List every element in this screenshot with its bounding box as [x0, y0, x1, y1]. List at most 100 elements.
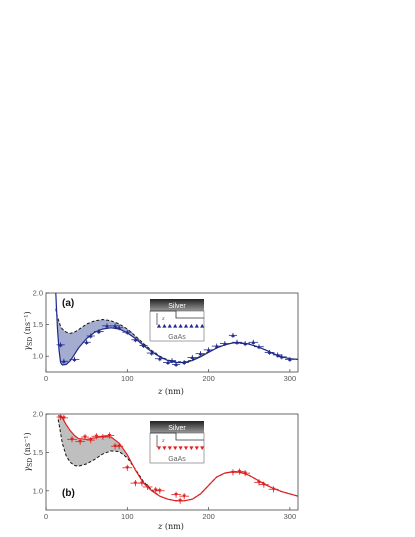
panel-a-marker	[166, 360, 170, 365]
panel-b-marker	[78, 440, 83, 444]
panel-b-xtick-label: 300	[284, 512, 297, 521]
inset-b-bottom-label: GaAs	[168, 456, 186, 463]
panel-b-marker	[101, 435, 105, 439]
panel-b-ylabel: γSD (ns⁻¹)	[23, 432, 34, 471]
panel-a-marker	[72, 357, 77, 361]
panel-a-data-point	[139, 342, 148, 348]
panel-b-inset-marker	[200, 446, 205, 451]
panel-b-marker	[61, 416, 66, 420]
panel-a-label: (a)	[62, 298, 74, 309]
panel-a-marker	[190, 355, 195, 359]
panel-b-data-point	[240, 470, 251, 477]
panel-b-data-point	[234, 468, 245, 475]
panel-a-marker	[61, 359, 66, 363]
panel-b-marker	[257, 480, 261, 485]
panel-b-inset-marker	[189, 446, 194, 451]
panel-a-inset: z Silver GaAs	[149, 299, 205, 342]
panel-b-xlabel: z (nm)	[157, 522, 184, 531]
panel-a-ytick-label: 1.5	[33, 320, 43, 329]
panel-a-marker	[84, 340, 89, 344]
inset-a-step	[150, 310, 204, 319]
panel-a-axes-frame	[45, 292, 299, 373]
inset-b-silver-layer	[150, 421, 204, 433]
panel-b-data-point	[86, 437, 95, 444]
panel-b-marker	[58, 415, 63, 419]
panel-b-ytick-label: 2.0	[33, 410, 43, 419]
panel-b-data-point	[176, 497, 185, 504]
panel-a-xtick-label: 100	[121, 374, 134, 383]
panel-a-marker	[257, 344, 261, 349]
panel-b-marker	[83, 435, 87, 439]
panel-b-data-point	[67, 436, 77, 443]
panel-b-marker	[157, 489, 162, 493]
panel-b-data-point	[137, 480, 146, 487]
panel-b-marker	[133, 481, 138, 486]
panel-a-marker	[141, 343, 146, 347]
panel-a-xtick-label: 0	[44, 374, 48, 383]
panel-a-marker	[105, 323, 109, 328]
panel-b-marker	[237, 470, 242, 474]
panel-b-ytick-label: 1.0	[33, 486, 43, 495]
inset-b-top-label: Silver	[168, 425, 186, 432]
panel-b-data-point	[154, 487, 165, 494]
panel-a-ytick-label: 1.0	[33, 352, 43, 361]
panel-b-data-point	[171, 491, 181, 498]
panel-a-inset-marker	[194, 323, 199, 328]
panel-b-data-point	[75, 438, 86, 445]
panel-b-inset-marker	[173, 446, 178, 451]
panel-b-data-point	[268, 486, 279, 493]
panel-a-marker	[243, 341, 248, 346]
panel-a-inset-marker	[200, 323, 205, 328]
inset-b-z-label: z	[161, 438, 165, 444]
panel-a: 0 100 200 300 1.0 1.5 2.0 (a) γSD (ns⁻¹) z (nm…	[23, 289, 299, 396]
panel-b-marker	[145, 485, 150, 489]
panel-a-marker	[235, 340, 239, 344]
panel-a-marker	[198, 351, 203, 356]
panel-b-marker	[70, 437, 74, 442]
panel-a-ylabel-symbol: γ	[23, 346, 32, 351]
panel-b-inset-marker	[167, 446, 172, 451]
panel-b-data-point	[104, 432, 115, 439]
panel-a-marker	[182, 360, 187, 365]
panel-a-marker	[251, 340, 256, 344]
panel-a-marker	[231, 333, 235, 337]
panel-a-data-point	[59, 358, 68, 364]
panel-a-ylabel: γSD (ns⁻¹)	[23, 311, 34, 350]
panel-a-marker	[279, 354, 284, 359]
panel-b-marker	[140, 481, 144, 486]
panel-b-marker	[107, 433, 112, 438]
panel-a-data-point	[122, 329, 133, 335]
panel-a-ylabel-unit: (ns⁻¹)	[23, 311, 32, 336]
panel-a-data-point	[284, 356, 295, 362]
panel-a-marker	[206, 347, 211, 352]
panel-a-marker	[125, 330, 130, 334]
panel-b-ytick-label: 1.5	[33, 448, 43, 457]
panel-a-marker	[287, 357, 292, 361]
inset-a-silver-layer	[150, 299, 204, 311]
inset-a-top-label: Silver	[168, 303, 186, 310]
panel-b-inset-marker	[178, 446, 183, 451]
panel-b-marker	[243, 471, 248, 476]
panel-a-data-point	[248, 339, 259, 345]
panel-a-marker	[267, 350, 272, 354]
panel-b-marker	[182, 494, 187, 499]
panel-a-data-point	[179, 359, 190, 366]
panel-a-data-point	[219, 341, 230, 347]
panel-b-xlabel-var: z	[157, 522, 163, 531]
panel-a-ylabel-sub: SD	[27, 337, 34, 346]
panel-a-ytick-label: 2.0	[33, 289, 43, 298]
panel-a-xlabel-unit: (nm)	[162, 387, 184, 396]
panel-b-data-point	[142, 483, 153, 491]
panel-b-xtick-label: 0	[44, 512, 48, 521]
panel-a-marker	[58, 342, 63, 347]
panel-b-data-point	[115, 443, 124, 450]
panel-b-inset: z Silver GaAs	[149, 421, 205, 464]
panel-a-data-point	[93, 329, 104, 335]
panel-a-data-point	[254, 344, 264, 350]
panel-a-inset-marker	[178, 323, 183, 328]
panel-a-xtick-label: 200	[202, 374, 215, 383]
panel-a-data-point	[211, 343, 222, 349]
panel-a-marker	[214, 344, 219, 348]
panel-b-marker	[271, 487, 276, 492]
